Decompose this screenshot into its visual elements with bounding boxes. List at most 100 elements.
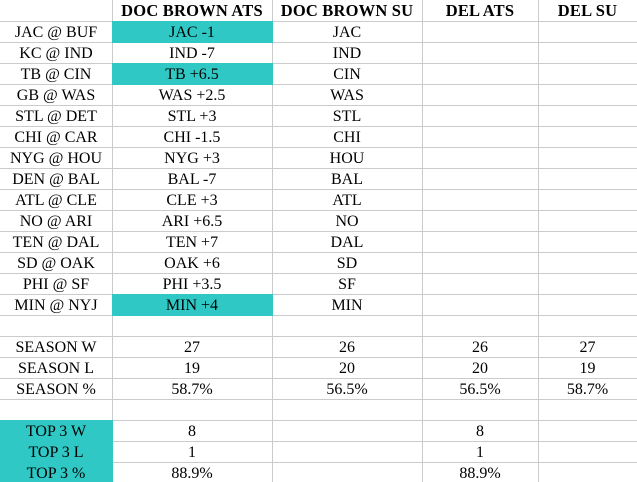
value-cell[interactable]: [422, 148, 538, 169]
row-label-cell[interactable]: SEASON %: [16, 381, 96, 398]
value-cell[interactable]: NO: [335, 213, 359, 230]
row-label-cell[interactable]: TOP 3 L: [28, 444, 84, 461]
value-cell[interactable]: 20: [339, 360, 355, 377]
value-cell[interactable]: [422, 43, 538, 64]
value-cell[interactable]: 58.7%: [566, 381, 609, 398]
row-label-cell[interactable]: NYG @ HOU: [9, 150, 103, 167]
value-cell[interactable]: 27: [184, 339, 200, 356]
value-cell[interactable]: OAK +6: [164, 255, 220, 272]
value-cell[interactable]: [422, 85, 538, 106]
value-cell[interactable]: 19: [184, 360, 200, 377]
value-cell[interactable]: [272, 442, 422, 463]
value-cell[interactable]: 56.5%: [326, 381, 368, 398]
row-label-cell[interactable]: SD @ OAK: [17, 255, 95, 272]
value-cell[interactable]: [538, 85, 637, 106]
value-cell[interactable]: PHI +3.5: [162, 276, 222, 293]
row-label-cell[interactable]: JAC @ BUF: [14, 24, 98, 41]
value-cell[interactable]: [422, 127, 538, 148]
row-label-cell[interactable]: MIN @ NYJ: [14, 297, 98, 314]
value-cell[interactable]: [272, 463, 422, 482]
value-cell[interactable]: 26: [339, 339, 355, 356]
value-cell[interactable]: TEN +7: [165, 234, 219, 251]
value-cell[interactable]: 26: [472, 339, 488, 356]
value-cell[interactable]: BAL: [331, 171, 363, 188]
value-cell[interactable]: [538, 274, 637, 295]
value-cell[interactable]: [272, 400, 422, 421]
row-label-cell[interactable]: GB @ WAS: [16, 87, 96, 104]
value-cell[interactable]: [422, 64, 538, 85]
value-cell[interactable]: 88.9%: [171, 465, 213, 482]
row-label-cell[interactable]: [0, 316, 112, 337]
value-cell[interactable]: [422, 190, 538, 211]
row-label-cell[interactable]: CHI @ CAR: [14, 129, 98, 146]
value-cell[interactable]: BAL -7: [167, 171, 217, 188]
value-cell[interactable]: [422, 106, 538, 127]
row-label-cell[interactable]: TEN @ DAL: [12, 234, 100, 251]
value-cell[interactable]: [422, 400, 538, 421]
row-label-cell[interactable]: TOP 3 W: [25, 423, 87, 440]
column-header[interactable]: DEL SU: [557, 1, 618, 20]
value-cell[interactable]: SF: [338, 276, 356, 293]
value-cell[interactable]: 19: [579, 360, 596, 377]
value-cell[interactable]: [538, 232, 637, 253]
value-cell[interactable]: [422, 316, 538, 337]
value-cell[interactable]: 56.5%: [459, 381, 501, 398]
value-cell[interactable]: [422, 211, 538, 232]
value-cell[interactable]: [422, 169, 538, 190]
value-cell[interactable]: STL: [332, 108, 362, 125]
value-cell[interactable]: 58.7%: [171, 381, 213, 398]
value-cell[interactable]: [112, 316, 272, 337]
value-cell[interactable]: IND: [332, 45, 362, 62]
value-cell[interactable]: [422, 22, 538, 43]
value-cell[interactable]: MIN: [331, 297, 363, 314]
row-label-cell[interactable]: NO @ ARI: [19, 213, 93, 230]
value-cell[interactable]: 1: [476, 444, 484, 461]
value-cell[interactable]: [538, 106, 637, 127]
column-header[interactable]: DEL ATS: [445, 1, 515, 20]
row-label-cell[interactable]: PHI @ SF: [22, 276, 90, 293]
column-header[interactable]: DOC BROWN ATS: [121, 1, 263, 20]
value-cell[interactable]: [538, 421, 637, 442]
value-cell[interactable]: [538, 22, 637, 43]
value-cell[interactable]: [538, 442, 637, 463]
value-cell[interactable]: SD: [336, 255, 358, 272]
row-label-cell[interactable]: SEASON W: [15, 339, 97, 356]
value-cell[interactable]: 8: [476, 423, 484, 440]
value-cell[interactable]: [538, 64, 637, 85]
value-cell[interactable]: [538, 295, 637, 316]
value-cell[interactable]: 8: [188, 423, 196, 440]
row-label-cell[interactable]: ATL @ CLE: [15, 192, 97, 209]
value-cell[interactable]: CHI -1.5: [163, 129, 221, 146]
value-cell[interactable]: STL +3: [167, 108, 217, 125]
value-cell[interactable]: CHI: [333, 129, 361, 146]
value-cell[interactable]: IND -7: [169, 45, 215, 62]
value-cell[interactable]: TB +6.5: [165, 66, 219, 83]
value-cell[interactable]: [272, 421, 422, 442]
value-cell[interactable]: NYG +3: [164, 150, 220, 167]
value-cell[interactable]: [538, 127, 637, 148]
value-cell[interactable]: CLE +3: [166, 192, 218, 209]
row-label-cell[interactable]: SEASON L: [17, 360, 94, 377]
value-cell[interactable]: ARI +6.5: [161, 213, 223, 230]
value-cell[interactable]: 88.9%: [459, 465, 501, 482]
row-label-cell[interactable]: KC @ IND: [19, 45, 93, 62]
value-cell[interactable]: 27: [579, 339, 596, 356]
value-cell[interactable]: [422, 253, 538, 274]
value-cell[interactable]: [538, 211, 637, 232]
value-cell[interactable]: [422, 274, 538, 295]
value-cell[interactable]: HOU: [329, 150, 365, 167]
row-label-cell[interactable]: STL @ DET: [15, 108, 97, 125]
row-label-cell[interactable]: TOP 3 %: [26, 465, 86, 482]
value-cell[interactable]: ATL: [332, 192, 362, 209]
value-cell[interactable]: WAS: [330, 87, 364, 104]
value-cell[interactable]: MIN +4: [165, 297, 219, 314]
value-cell[interactable]: [422, 232, 538, 253]
value-cell[interactable]: [538, 463, 637, 482]
row-label-cell[interactable]: [0, 400, 112, 421]
value-cell[interactable]: [272, 316, 422, 337]
value-cell[interactable]: JAC: [332, 24, 362, 41]
column-header[interactable]: DOC BROWN SU: [280, 1, 414, 20]
value-cell[interactable]: DAL: [330, 234, 364, 251]
value-cell[interactable]: [112, 400, 272, 421]
value-cell[interactable]: [538, 148, 637, 169]
